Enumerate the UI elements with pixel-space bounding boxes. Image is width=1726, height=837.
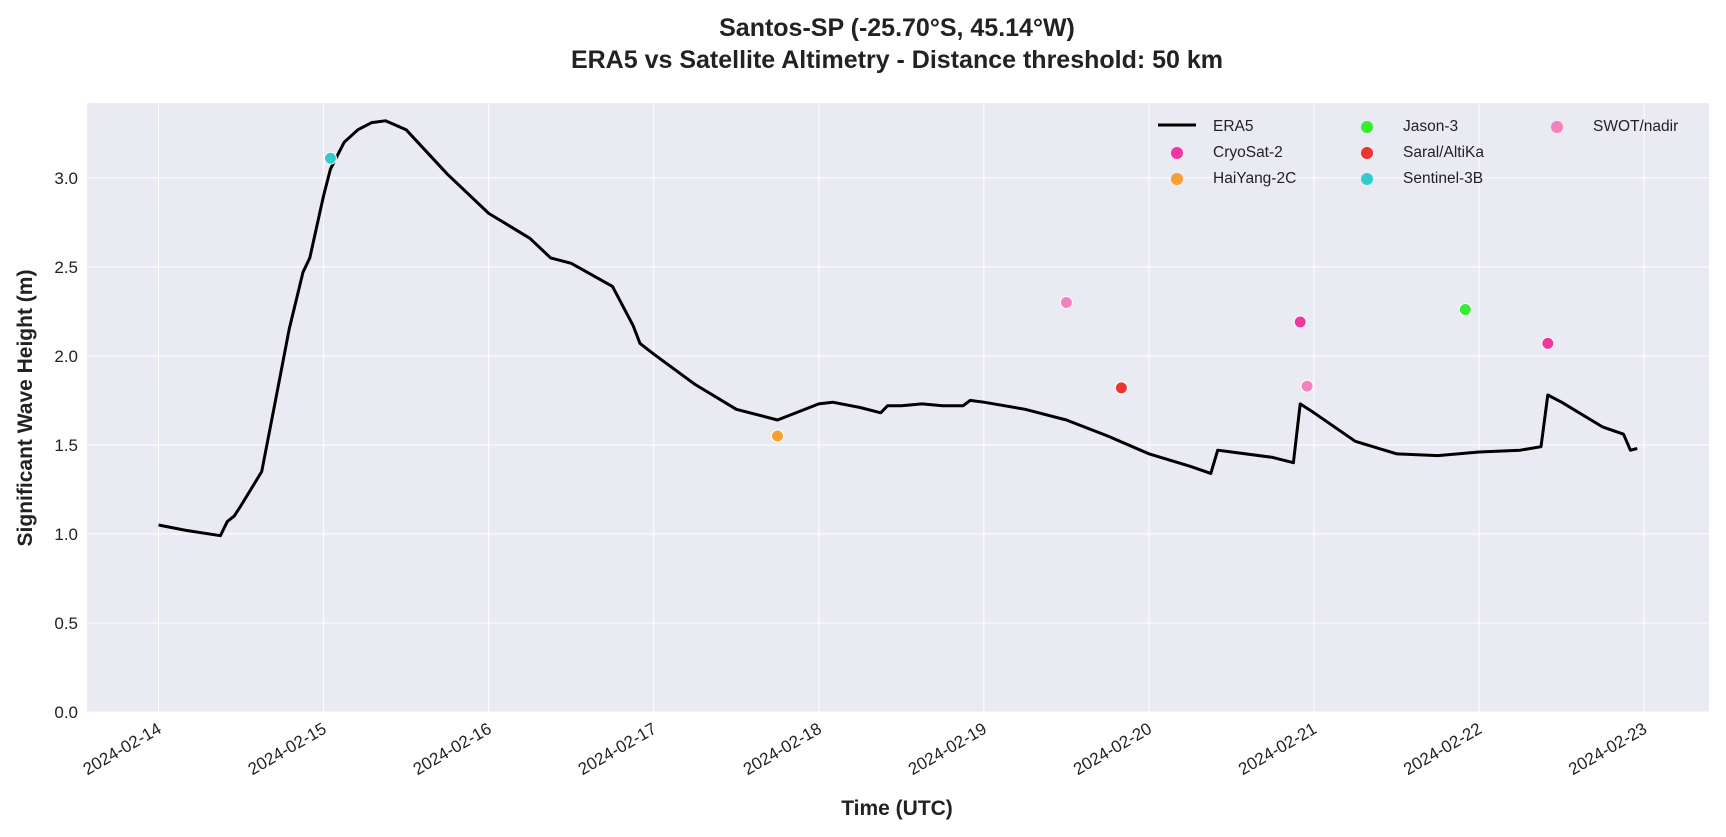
x-tick-label: 2024-02-18 xyxy=(740,719,825,779)
x-tick-label: 2024-02-15 xyxy=(245,719,330,779)
x-tick-label: 2024-02-14 xyxy=(80,719,165,779)
series-line xyxy=(158,119,1638,538)
y-tick-label: 0.0 xyxy=(54,703,78,722)
chart-subtitle: ERA5 vs Satellite Altimetry - Distance t… xyxy=(571,46,1223,74)
x-tick-label: 2024-02-20 xyxy=(1070,719,1155,779)
chart-title: Santos-SP (-25.70°S, 45.14°W) xyxy=(719,14,1075,42)
legend-label: Sentinel-3B xyxy=(1403,170,1483,187)
legend-swatch xyxy=(1361,121,1373,133)
y-tick-label: 2.5 xyxy=(54,258,78,277)
legend-swatch xyxy=(1171,173,1183,185)
data-point xyxy=(1458,303,1472,317)
x-tick-label: 2024-02-17 xyxy=(575,719,660,779)
y-tick-label: 3.0 xyxy=(54,169,78,188)
data-point xyxy=(1541,336,1555,350)
y-tick-label: 1.5 xyxy=(54,436,78,455)
legend-swatch xyxy=(1361,173,1373,185)
legend: ERA5 CryoSat-2 HaiYang-2C Jason-3 Saral/Alti… xyxy=(1158,118,1678,187)
legend-label: SWOT/nadir xyxy=(1593,118,1678,135)
plot-area xyxy=(87,103,1709,712)
legend-swatch xyxy=(1361,147,1373,159)
data-point xyxy=(1059,295,1073,309)
y-axis-label: Significant Wave Height (m) xyxy=(14,270,37,547)
x-tick-label: 2024-02-23 xyxy=(1565,719,1650,779)
legend-label: CryoSat-2 xyxy=(1213,144,1283,161)
data-point xyxy=(771,429,785,443)
y-tick-label: 2.0 xyxy=(54,347,78,366)
data-point xyxy=(1300,379,1314,393)
legend-label: HaiYang-2C xyxy=(1213,170,1296,187)
x-tick-label: 2024-02-22 xyxy=(1400,719,1485,779)
data-point xyxy=(1293,315,1307,329)
data-point xyxy=(323,151,337,165)
legend-label: Saral/AltiKa xyxy=(1403,144,1484,161)
y-tick-label: 1.0 xyxy=(54,525,78,544)
x-axis-label: Time (UTC) xyxy=(841,797,953,820)
x-tick-label: 2024-02-19 xyxy=(905,719,990,779)
legend-swatch xyxy=(1551,121,1563,133)
data-point xyxy=(1114,381,1128,395)
legend-swatch xyxy=(1171,147,1183,159)
y-tick-label: 0.5 xyxy=(54,614,78,633)
x-tick-label: 2024-02-21 xyxy=(1235,719,1320,779)
legend-label: Jason-3 xyxy=(1403,118,1458,135)
x-tick-label: 2024-02-16 xyxy=(410,719,495,779)
legend-label: ERA5 xyxy=(1213,118,1254,135)
